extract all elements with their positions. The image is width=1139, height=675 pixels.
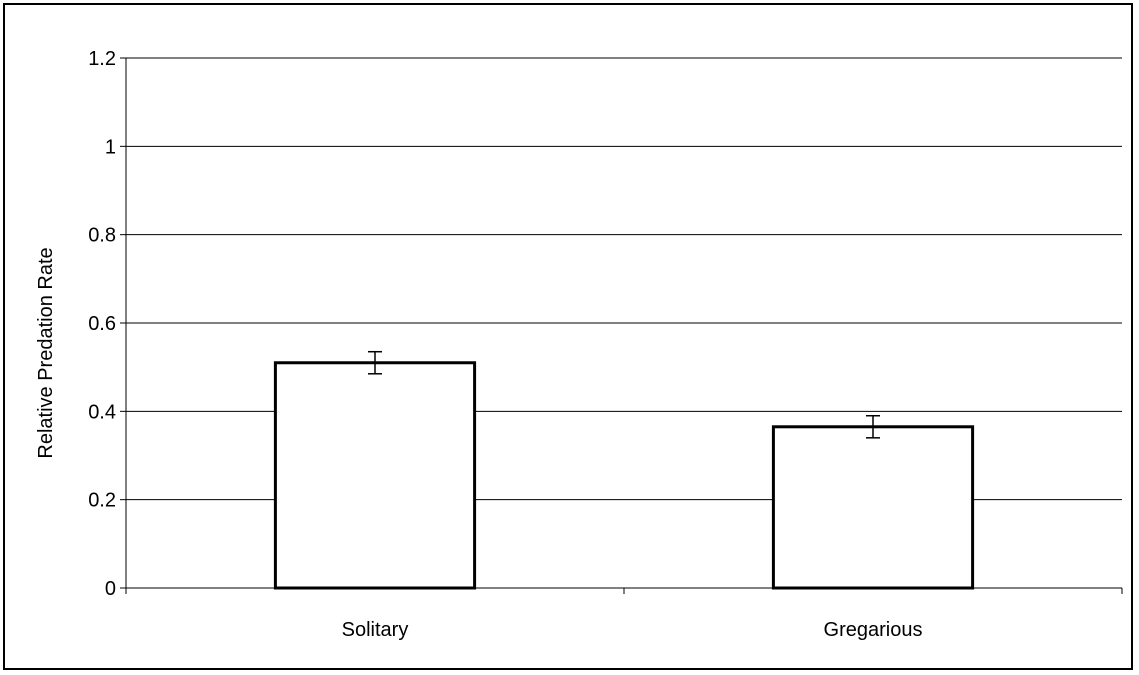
y-tick-label: 0 <box>105 578 116 600</box>
bar-chart: 0 0.2 0.4 0.6 0.8 1 1.2 Solitary Gregarious Rela… <box>35 48 1123 641</box>
y-tick-label: 0.8 <box>88 225 116 247</box>
y-axis-title: Relative Predation Rate <box>35 247 57 458</box>
bars <box>273 361 975 590</box>
error-bars <box>368 350 880 439</box>
labels: 0 0.2 0.4 0.6 0.8 1 1.2 Solitary Gregarious <box>88 48 922 641</box>
y-tick-label: 0.4 <box>88 401 116 423</box>
y-tick-label: 1 <box>105 136 116 158</box>
chart-frame: 0 0.2 0.4 0.6 0.8 1 1.2 Solitary Gregarious Rela… <box>3 3 1133 670</box>
x-category-label: Gregarious <box>824 619 923 641</box>
bar-solitary <box>273 361 477 590</box>
y-tick-label: 1.2 <box>88 48 116 70</box>
x-category-label: Solitary <box>342 619 409 641</box>
bar-gregarious <box>771 425 975 590</box>
y-tick-label: 0.6 <box>88 313 116 335</box>
y-tick-label: 0.2 <box>88 490 116 512</box>
